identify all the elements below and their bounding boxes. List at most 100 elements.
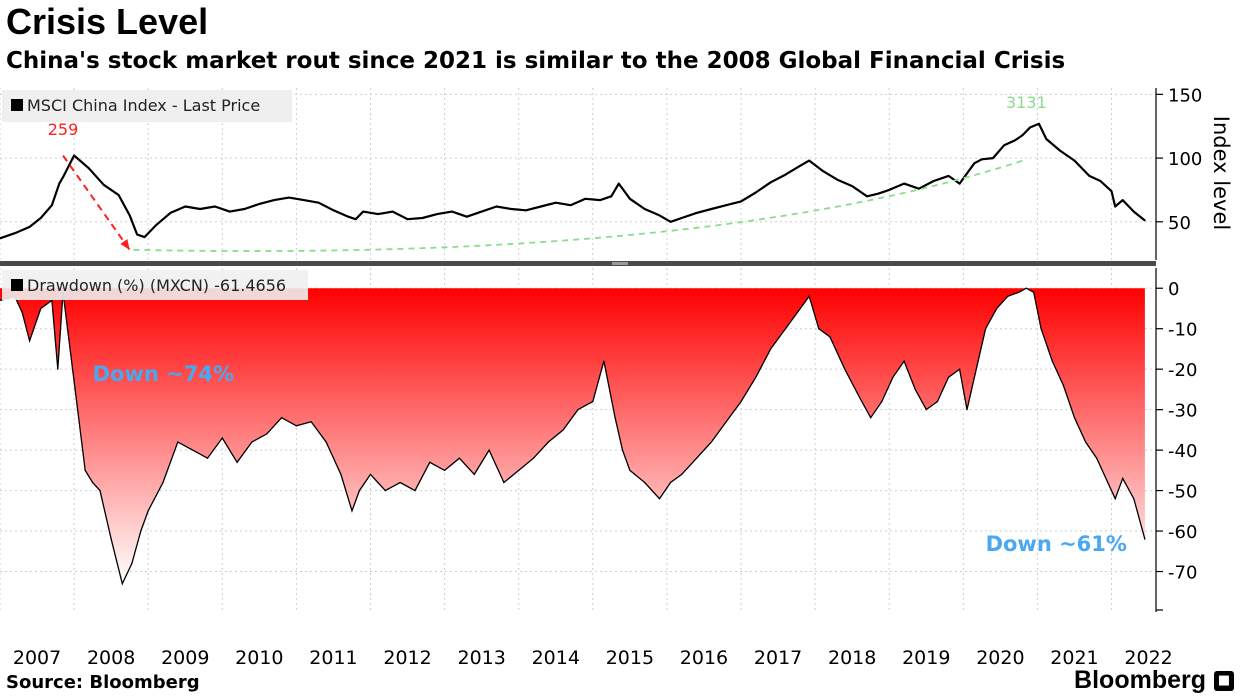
index-point-28	[354, 218, 357, 220]
x-tick-label-2016: 2016	[680, 647, 728, 669]
drawdown-point-59	[740, 401, 742, 403]
drawdown-fill	[0, 288, 1145, 584]
y-tick-label-bottom--50: -50	[1168, 482, 1197, 503]
index-point-58	[769, 181, 772, 184]
index-point-19	[228, 210, 231, 213]
drawdown-point-62	[784, 328, 787, 330]
index-point-77	[1003, 144, 1005, 147]
drawdown-point-44	[547, 441, 550, 443]
index-point-75	[981, 158, 983, 161]
drawdown-point-40	[488, 449, 490, 451]
drawdown-point-69	[870, 417, 872, 419]
drawdown-point-6	[57, 368, 59, 370]
drawdown-2008-arrowhead	[120, 239, 130, 250]
drawdown-point-14	[131, 562, 133, 565]
index-point-86	[1099, 180, 1102, 182]
index-point-31	[391, 210, 394, 213]
drawdown-point-11	[99, 490, 101, 492]
drawdown-point-64	[808, 295, 810, 297]
index-point-66	[877, 192, 879, 195]
x-tick-label-2014: 2014	[532, 647, 580, 669]
index-point-27	[347, 215, 350, 218]
index-point-43	[569, 204, 572, 206]
index-point-1	[14, 232, 16, 234]
drawdown-point-60	[755, 376, 757, 378]
drawdown-point-23	[251, 441, 253, 443]
drawdown-point-78	[966, 409, 968, 411]
drawdown-point-75	[936, 401, 939, 403]
y-tick-label-bottom--60: -60	[1168, 522, 1197, 543]
index-point-62	[821, 170, 824, 172]
index-point-82	[1045, 138, 1048, 140]
drawdown-point-56	[696, 457, 698, 459]
drawdown-point-82	[1007, 295, 1009, 297]
index-point-59	[784, 173, 787, 176]
y-tick-label-bottom-0: 0	[1168, 279, 1179, 300]
index-point-7	[73, 154, 75, 157]
drawdown-point-77	[959, 368, 961, 370]
index-point-15	[169, 212, 172, 214]
drawdown-point-28	[325, 441, 327, 443]
drawdown-point-29	[340, 473, 342, 475]
drawdown-point-52	[644, 481, 646, 484]
index-point-78	[1014, 139, 1016, 141]
index-point-22	[273, 199, 276, 201]
index-point-35	[451, 210, 453, 213]
drawdown-point-91	[1096, 457, 1098, 459]
y-tick-label-bottom--30: -30	[1168, 401, 1197, 422]
drawdown-point-17	[162, 481, 164, 484]
drawdown-point-48	[603, 360, 605, 362]
index-point-9	[102, 184, 105, 186]
drawdown-point-34	[399, 481, 401, 484]
index-point-18	[214, 205, 216, 208]
index-point-56	[740, 200, 742, 203]
drawdown-point-57	[710, 441, 713, 443]
x-tick-label-2019: 2019	[902, 647, 950, 669]
legend-index-bg	[2, 90, 292, 122]
drawdown-point-68	[859, 396, 861, 399]
index-point-8	[88, 167, 90, 170]
index-point-64	[851, 185, 853, 187]
index-point-68	[903, 182, 905, 185]
index-point-52	[680, 217, 683, 219]
drawdown-point-71	[892, 376, 894, 378]
drawdown-point-8	[73, 380, 75, 382]
drawdown-point-74	[925, 409, 927, 411]
drawdown-point-16	[147, 510, 149, 512]
drawdown-point-19	[192, 449, 194, 451]
drawdown-point-3	[29, 340, 31, 342]
x-tick-label-2018: 2018	[828, 647, 876, 669]
index-point-88	[1114, 205, 1116, 208]
index-point-17	[199, 208, 201, 210]
index-point-74	[973, 162, 976, 164]
index-point-40	[525, 209, 527, 212]
recovery-dashed-curve	[133, 159, 1023, 252]
drawdown-point-38	[458, 457, 460, 459]
index-point-32	[406, 218, 409, 220]
index-point-89	[1121, 199, 1124, 201]
index-point-30	[377, 213, 379, 215]
chart-subtitle: China's stock market rout since 2021 is …	[6, 48, 1066, 74]
annotations: 259 3131 Down ~74% Down ~61%	[48, 93, 1127, 556]
index-point-2	[28, 226, 31, 228]
index-point-71	[947, 175, 950, 177]
drawdown-note-1: Down ~61%	[986, 532, 1127, 556]
drawdown-point-41	[503, 481, 505, 484]
drawdown-point-43	[532, 457, 535, 459]
drawdown-point-73	[914, 388, 916, 390]
drawdown-point-26	[295, 425, 297, 427]
drawdown-point-94	[1122, 477, 1124, 479]
index-series-line	[0, 122, 1146, 240]
index-point-67	[888, 189, 890, 191]
chart-title: Crisis Level	[6, 1, 209, 42]
drawdown-point-61	[770, 348, 772, 350]
drawdown-point-88	[1062, 384, 1064, 386]
bloomberg-logo: Bloomberg	[1074, 666, 1206, 694]
index-point-90	[1133, 210, 1135, 213]
top-panel-grid	[0, 88, 1156, 260]
x-tick-label-2022: 2022	[1124, 647, 1172, 669]
index-line	[0, 122, 1146, 240]
peak-label-1: 3131	[1006, 93, 1047, 112]
panel-resize-handle[interactable]	[612, 262, 628, 265]
index-point-83	[1058, 149, 1061, 152]
